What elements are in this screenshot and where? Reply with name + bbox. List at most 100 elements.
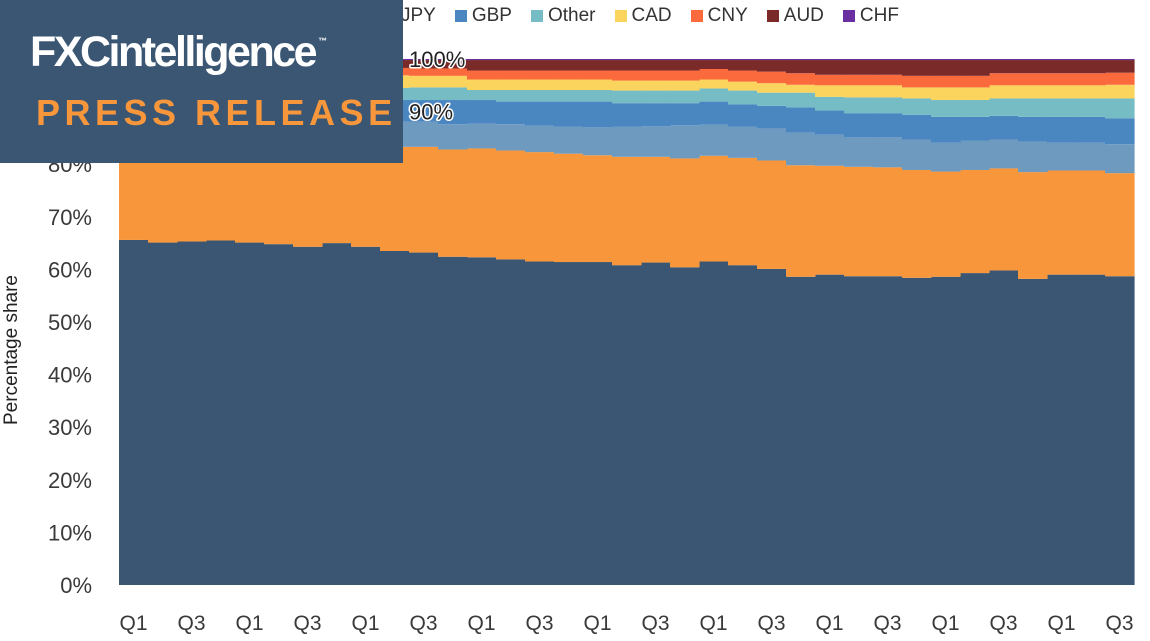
press-release-banner: FXCintelligence ™ PRESS RELEASE: [0, 0, 403, 163]
legend-label: CHF: [859, 5, 899, 26]
bar-segment-cny: [467, 70, 497, 80]
legend-swatch: [842, 10, 855, 22]
bar-segment-other: [960, 100, 990, 117]
bar-segment-chf: [1105, 59, 1135, 61]
y-tick-label: 30%: [48, 415, 92, 440]
bar-segment-gbp: [467, 100, 497, 124]
legend-label: GBP: [471, 5, 512, 26]
bar-segment-cny: [728, 70, 758, 82]
x-tick-label: Q1: [815, 612, 843, 635]
bar-segment-cny: [873, 74, 903, 86]
bar-segment-aud: [873, 60, 903, 75]
y-tick-label: 0%: [60, 573, 92, 598]
bar-segment-cny: [844, 74, 874, 86]
bar-segment-chf: [1076, 59, 1106, 61]
x-tick-label: Q3: [641, 612, 669, 635]
x-tick-label: Q1: [235, 612, 263, 635]
bar-segment-series-1: [960, 273, 990, 585]
bar-segment-cad: [438, 75, 468, 88]
bar-segment-other: [699, 88, 729, 102]
bar-segment-cad: [467, 79, 497, 91]
bar-segment-series-1: [554, 262, 584, 585]
bar-segment-series-1: [844, 276, 874, 585]
y-tick-label: 40%: [48, 363, 92, 388]
bar-segment-series-1: [235, 242, 265, 585]
bar-segment-series-2: [728, 157, 758, 266]
bar-segment-chf: [699, 59, 729, 61]
press-release-label: PRESS RELEASE: [36, 92, 397, 133]
bar-segment-cny: [815, 74, 845, 86]
bar-segment-other: [554, 90, 584, 102]
bar-segment-jpy: [1076, 142, 1106, 171]
x-tick-label: Q3: [293, 612, 321, 635]
bar-segment-jpy: [670, 125, 700, 159]
bar-segment-series-1: [815, 274, 845, 585]
bar-segment-cny: [525, 70, 555, 80]
bar-segment-series-1: [612, 265, 642, 585]
x-tick-label: Q3: [525, 612, 553, 635]
logo-trademark: ™: [318, 36, 328, 46]
bar-segment-series-1: [786, 276, 816, 585]
bar-segment-gbp: [757, 105, 787, 129]
bar-segment-chf: [873, 59, 903, 61]
legend-item-aud: AUD: [766, 5, 824, 27]
legend-swatch: [766, 10, 779, 22]
bar-segment-series-1: [409, 252, 439, 585]
bar-segment-series-2: [1018, 172, 1048, 279]
bar-segment-series-2: [786, 165, 816, 277]
bar-segment-gbp: [931, 116, 961, 143]
bar-segment-chf: [815, 59, 845, 61]
bar-segment-cad: [1047, 85, 1077, 99]
bar-segment-cad: [612, 80, 642, 91]
bar-segment-series-2: [960, 169, 990, 274]
bar-segment-chf: [554, 59, 584, 61]
bar-segment-cny: [1105, 72, 1135, 85]
legend-label: JPY: [401, 5, 436, 26]
bar-segment-cad: [409, 75, 439, 88]
bar-segment-series-1: [902, 277, 932, 585]
bar-segment-aud: [786, 60, 816, 74]
bar-segment-chf: [583, 59, 613, 61]
bar-segment-other: [786, 92, 816, 108]
y-tick-label: 70%: [48, 205, 92, 230]
legend-swatch: [690, 10, 703, 22]
bar-segment-series-2: [902, 169, 932, 278]
bar-segment-cad: [641, 80, 671, 91]
bar-segment-gbp: [699, 101, 729, 125]
bar-segment-gbp: [525, 101, 555, 126]
bar-segment-other: [409, 87, 439, 101]
bar-segment-series-2: [815, 165, 845, 275]
bar-segment-jpy: [757, 128, 787, 161]
bar-segment-cad: [931, 87, 961, 101]
x-tick-label: Q1: [931, 612, 959, 635]
bar-segment-other: [467, 90, 497, 101]
bar-segment-other: [496, 90, 526, 102]
bar-segment-series-1: [525, 261, 555, 585]
bar-segment-cad: [728, 81, 758, 91]
bar-segment-jpy: [815, 134, 845, 166]
bar-segment-gbp: [554, 101, 584, 127]
bar-segment-series-1: [206, 240, 236, 585]
bar-segment-other: [670, 90, 700, 104]
bar-segment-chf: [1018, 59, 1048, 61]
bar-segment-chf: [728, 59, 758, 61]
bar-segment-series-1: [467, 257, 497, 585]
bar-segment-series-1: [264, 244, 294, 586]
x-tick-label: Q1: [699, 612, 727, 635]
bar-segment-cny: [757, 71, 787, 84]
bar-segment-gbp: [641, 103, 671, 127]
bar-segment-chf: [641, 59, 671, 61]
bar-segment-series-2: [670, 158, 700, 268]
bar-segment-cad: [960, 87, 990, 101]
bar-segment-gbp: [728, 104, 758, 127]
bar-segment-gbp: [409, 100, 439, 122]
bar-segment-series-1: [873, 276, 903, 585]
bar-segment-cad: [496, 79, 526, 91]
x-tick-label: Q3: [409, 612, 437, 635]
bar-segment-cny: [641, 70, 671, 81]
bar-segment-jpy: [1105, 144, 1135, 174]
bar-segment-cad: [583, 79, 613, 91]
bar-segment-cad: [670, 80, 700, 91]
bar-segment-series-1: [496, 259, 526, 585]
